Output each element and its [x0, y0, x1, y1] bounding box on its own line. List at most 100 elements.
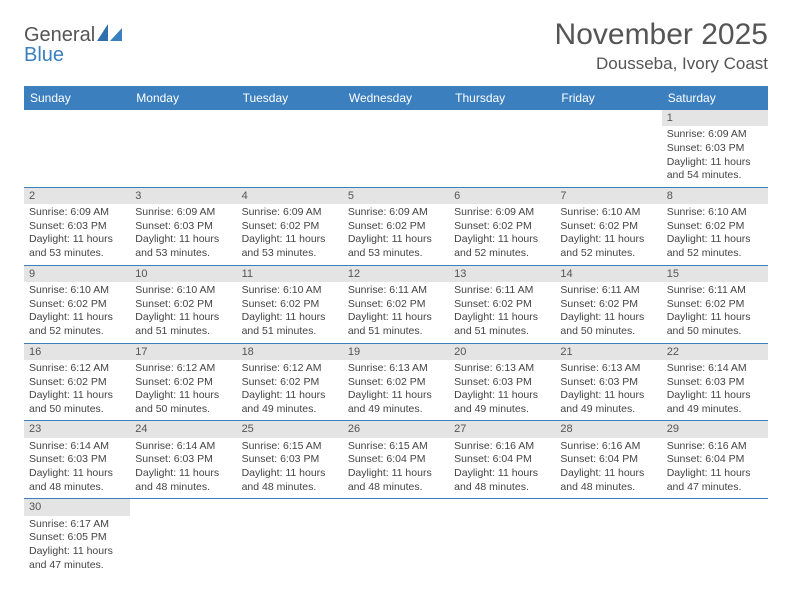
- week-row: 9Sunrise: 6:10 AMSunset: 6:02 PMDaylight…: [24, 266, 768, 344]
- daylight-text: Daylight: 11 hours and 48 minutes.: [242, 467, 338, 494]
- day-content: Sunrise: 6:09 AMSunset: 6:02 PMDaylight:…: [343, 204, 449, 265]
- sunrise-text: Sunrise: 6:13 AM: [560, 362, 656, 376]
- day-cell: 25Sunrise: 6:15 AMSunset: 6:03 PMDayligh…: [237, 421, 343, 498]
- daylight-text: Daylight: 11 hours and 54 minutes.: [667, 156, 763, 183]
- day-cell: 29Sunrise: 6:16 AMSunset: 6:04 PMDayligh…: [662, 421, 768, 498]
- day-number: 13: [449, 266, 555, 282]
- day-number: 1: [662, 110, 768, 126]
- day-number: 20: [449, 344, 555, 360]
- day-number: 19: [343, 344, 449, 360]
- sunrise-text: Sunrise: 6:12 AM: [242, 362, 338, 376]
- sunrise-text: Sunrise: 6:11 AM: [348, 284, 444, 298]
- day-cell: 7Sunrise: 6:10 AMSunset: 6:02 PMDaylight…: [555, 188, 661, 265]
- day-cell: 11Sunrise: 6:10 AMSunset: 6:02 PMDayligh…: [237, 266, 343, 343]
- day-number: 7: [555, 188, 661, 204]
- daylight-text: Daylight: 11 hours and 51 minutes.: [242, 311, 338, 338]
- day-content: Sunrise: 6:10 AMSunset: 6:02 PMDaylight:…: [555, 204, 661, 265]
- sunset-text: Sunset: 6:02 PM: [348, 220, 444, 234]
- day-cell: 10Sunrise: 6:10 AMSunset: 6:02 PMDayligh…: [130, 266, 236, 343]
- sunset-text: Sunset: 6:02 PM: [454, 298, 550, 312]
- sunset-text: Sunset: 6:02 PM: [348, 298, 444, 312]
- daylight-text: Daylight: 11 hours and 52 minutes.: [454, 233, 550, 260]
- sunrise-text: Sunrise: 6:12 AM: [135, 362, 231, 376]
- day-content: Sunrise: 6:11 AMSunset: 6:02 PMDaylight:…: [449, 282, 555, 343]
- day-number: 24: [130, 421, 236, 437]
- blank-cell: [237, 499, 343, 576]
- sunrise-text: Sunrise: 6:14 AM: [667, 362, 763, 376]
- day-content: Sunrise: 6:12 AMSunset: 6:02 PMDaylight:…: [130, 360, 236, 421]
- week-row: 2Sunrise: 6:09 AMSunset: 6:03 PMDaylight…: [24, 188, 768, 266]
- day-number: 10: [130, 266, 236, 282]
- sunset-text: Sunset: 6:02 PM: [29, 376, 125, 390]
- sunset-text: Sunset: 6:02 PM: [242, 220, 338, 234]
- day-cell: 3Sunrise: 6:09 AMSunset: 6:03 PMDaylight…: [130, 188, 236, 265]
- blank-cell: [237, 110, 343, 187]
- sunset-text: Sunset: 6:03 PM: [135, 220, 231, 234]
- day-cell: 13Sunrise: 6:11 AMSunset: 6:02 PMDayligh…: [449, 266, 555, 343]
- sunrise-text: Sunrise: 6:10 AM: [29, 284, 125, 298]
- day-content: Sunrise: 6:09 AMSunset: 6:02 PMDaylight:…: [449, 204, 555, 265]
- daylight-text: Daylight: 11 hours and 50 minutes.: [29, 389, 125, 416]
- daylight-text: Daylight: 11 hours and 51 minutes.: [135, 311, 231, 338]
- page-header: General November 2025 Dousseba, Ivory Co…: [24, 18, 768, 74]
- logo-text-blue: Blue: [24, 44, 64, 66]
- day-number: 9: [24, 266, 130, 282]
- day-content: Sunrise: 6:09 AMSunset: 6:02 PMDaylight:…: [237, 204, 343, 265]
- day-content: Sunrise: 6:10 AMSunset: 6:02 PMDaylight:…: [130, 282, 236, 343]
- blank-cell: [555, 499, 661, 576]
- sunset-text: Sunset: 6:03 PM: [454, 376, 550, 390]
- sunrise-text: Sunrise: 6:16 AM: [560, 440, 656, 454]
- day-number: 3: [130, 188, 236, 204]
- weeks-container: 1Sunrise: 6:09 AMSunset: 6:03 PMDaylight…: [24, 110, 768, 576]
- day-content: Sunrise: 6:10 AMSunset: 6:02 PMDaylight:…: [237, 282, 343, 343]
- daylight-text: Daylight: 11 hours and 49 minutes.: [348, 389, 444, 416]
- sunrise-text: Sunrise: 6:10 AM: [667, 206, 763, 220]
- blank-cell: [449, 499, 555, 576]
- daylight-text: Daylight: 11 hours and 47 minutes.: [667, 467, 763, 494]
- day-number: 26: [343, 421, 449, 437]
- day-number: 2: [24, 188, 130, 204]
- sunrise-text: Sunrise: 6:13 AM: [348, 362, 444, 376]
- day-cell: 21Sunrise: 6:13 AMSunset: 6:03 PMDayligh…: [555, 344, 661, 421]
- sunset-text: Sunset: 6:04 PM: [348, 453, 444, 467]
- day-cell: 24Sunrise: 6:14 AMSunset: 6:03 PMDayligh…: [130, 421, 236, 498]
- day-header-saturday: Saturday: [662, 86, 768, 110]
- daylight-text: Daylight: 11 hours and 51 minutes.: [454, 311, 550, 338]
- day-content: Sunrise: 6:13 AMSunset: 6:02 PMDaylight:…: [343, 360, 449, 421]
- blank-cell: [343, 499, 449, 576]
- day-number: 17: [130, 344, 236, 360]
- sunrise-text: Sunrise: 6:16 AM: [667, 440, 763, 454]
- day-number: 28: [555, 421, 661, 437]
- day-cell: 28Sunrise: 6:16 AMSunset: 6:04 PMDayligh…: [555, 421, 661, 498]
- sunrise-text: Sunrise: 6:12 AM: [29, 362, 125, 376]
- day-cell: 12Sunrise: 6:11 AMSunset: 6:02 PMDayligh…: [343, 266, 449, 343]
- sunrise-text: Sunrise: 6:15 AM: [348, 440, 444, 454]
- sunrise-text: Sunrise: 6:09 AM: [242, 206, 338, 220]
- daylight-text: Daylight: 11 hours and 48 minutes.: [560, 467, 656, 494]
- day-content: Sunrise: 6:16 AMSunset: 6:04 PMDaylight:…: [555, 438, 661, 499]
- sunrise-text: Sunrise: 6:10 AM: [135, 284, 231, 298]
- day-content: Sunrise: 6:12 AMSunset: 6:02 PMDaylight:…: [24, 360, 130, 421]
- sunset-text: Sunset: 6:02 PM: [135, 376, 231, 390]
- sunrise-text: Sunrise: 6:09 AM: [348, 206, 444, 220]
- day-content: Sunrise: 6:15 AMSunset: 6:03 PMDaylight:…: [237, 438, 343, 499]
- sunset-text: Sunset: 6:03 PM: [29, 220, 125, 234]
- sunrise-text: Sunrise: 6:10 AM: [242, 284, 338, 298]
- sunset-text: Sunset: 6:02 PM: [29, 298, 125, 312]
- day-content: Sunrise: 6:14 AMSunset: 6:03 PMDaylight:…: [24, 438, 130, 499]
- sunrise-text: Sunrise: 6:09 AM: [29, 206, 125, 220]
- day-number: 30: [24, 499, 130, 515]
- sunrise-text: Sunrise: 6:11 AM: [454, 284, 550, 298]
- daylight-text: Daylight: 11 hours and 47 minutes.: [29, 545, 125, 572]
- sunrise-text: Sunrise: 6:09 AM: [667, 128, 763, 142]
- day-header-sunday: Sunday: [24, 86, 130, 110]
- sunrise-text: Sunrise: 6:09 AM: [454, 206, 550, 220]
- sunrise-text: Sunrise: 6:14 AM: [29, 440, 125, 454]
- sunset-text: Sunset: 6:02 PM: [454, 220, 550, 234]
- day-number: 5: [343, 188, 449, 204]
- day-content: Sunrise: 6:10 AMSunset: 6:02 PMDaylight:…: [662, 204, 768, 265]
- day-content: Sunrise: 6:10 AMSunset: 6:02 PMDaylight:…: [24, 282, 130, 343]
- day-number: 15: [662, 266, 768, 282]
- sunset-text: Sunset: 6:03 PM: [667, 142, 763, 156]
- daylight-text: Daylight: 11 hours and 49 minutes.: [242, 389, 338, 416]
